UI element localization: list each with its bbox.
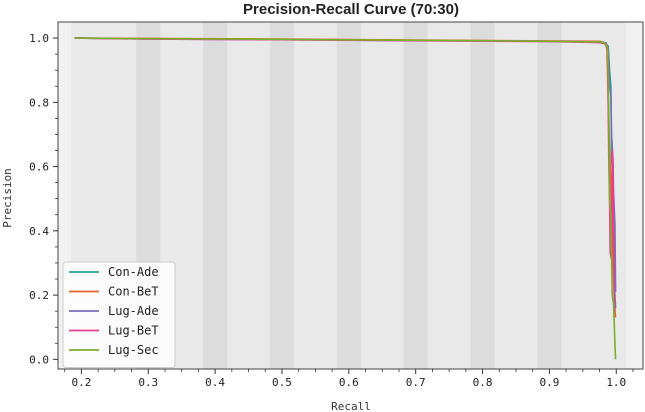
y-tick-label: 0.6 xyxy=(29,161,49,174)
y-axis-ticks: 0.0 0.2 0.4 0.6 0.8 1.0 xyxy=(29,32,58,366)
x-tick-label: 0.7 xyxy=(406,376,426,389)
band-dark xyxy=(403,22,428,369)
legend: Con-Ade Con-BeT Lug-Ade Lug-BeT Lug-Sec xyxy=(62,261,176,368)
chart-title: Precision-Recall Curve (70:30) xyxy=(243,1,459,18)
background-bands xyxy=(71,22,627,369)
legend-label: Lug-Sec xyxy=(108,343,159,357)
x-tick-label: 0.9 xyxy=(539,376,559,389)
series-lines xyxy=(74,37,617,360)
x-tick-label: 0.4 xyxy=(205,376,225,389)
y-tick-label: 0.0 xyxy=(29,353,49,366)
legend-label: Lug-BeT xyxy=(108,324,159,338)
x-axis-label: Recall xyxy=(331,400,371,412)
legend-label: Con-BeT xyxy=(108,285,159,299)
plot-frame xyxy=(57,21,644,370)
legend-box xyxy=(62,261,176,368)
band-dark xyxy=(470,22,495,369)
series-line-lug-sec xyxy=(74,37,617,360)
x-tick-label: 0.3 xyxy=(138,376,158,389)
band-dark xyxy=(336,22,361,369)
y-tick-label: 0.2 xyxy=(29,289,49,302)
x-tick-label: 0.2 xyxy=(71,376,91,389)
band-dark xyxy=(269,22,294,369)
x-tick-label: 0.6 xyxy=(339,376,359,389)
legend-label: Con-Ade xyxy=(108,265,159,279)
y-tick-label: 1.0 xyxy=(29,32,49,45)
y-tick-label: 0.8 xyxy=(29,96,49,109)
x-tick-label: 0.8 xyxy=(473,376,493,389)
x-tick-label: 1.0 xyxy=(606,376,626,389)
legend-label: Lug-Ade xyxy=(108,304,159,318)
band-dark xyxy=(203,22,228,369)
band-dark xyxy=(537,22,562,369)
y-axis-label: Precision xyxy=(1,168,14,228)
x-axis-ticks: 0.2 0.3 0.4 0.5 0.6 0.7 0.8 0.9 1.0 xyxy=(64,369,634,389)
y-tick-label: 0.4 xyxy=(29,225,49,238)
x-tick-label: 0.5 xyxy=(272,376,292,389)
plot-area xyxy=(57,21,644,370)
